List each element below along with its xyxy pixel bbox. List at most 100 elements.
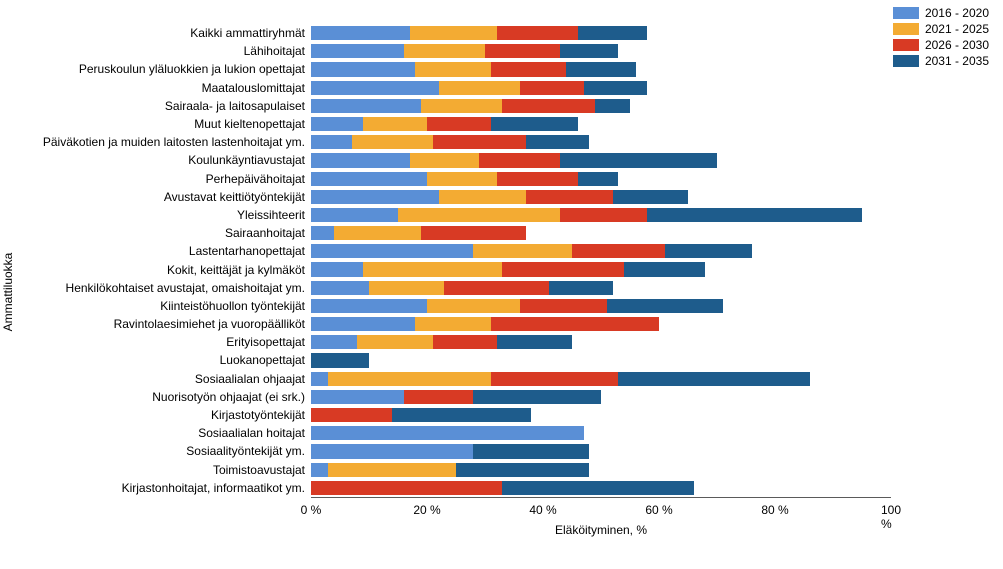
bar-segment [473, 390, 601, 404]
bar-segment [352, 135, 433, 149]
bar-row: Kirjastonhoitajat, informaatikot ym. [0, 479, 1003, 497]
bar-segment [369, 281, 444, 295]
bar-segment [491, 372, 619, 386]
bar-segment [415, 62, 490, 76]
bar-segment [502, 481, 693, 495]
bar-row: Kaikki ammattiryhmät [0, 24, 1003, 42]
bar-row: Kirjastotyöntekijät [0, 406, 1003, 424]
category-label: Sairaala- ja laitosapulaiset [0, 99, 311, 113]
category-label: Kokit, keittäjät ja kylmäköt [0, 263, 311, 277]
bar-segment [311, 262, 363, 276]
bar-track [311, 297, 891, 315]
category-label: Sairaanhoitajat [0, 226, 311, 240]
bar-segment [560, 44, 618, 58]
bar-segment [427, 172, 497, 186]
category-label: Koulunkäyntiavustajat [0, 153, 311, 167]
bar-segment [410, 153, 480, 167]
bar-track [311, 170, 891, 188]
bar-segment [526, 135, 590, 149]
bar-segment [311, 44, 404, 58]
bar-segment [311, 390, 404, 404]
bar-segment [526, 190, 613, 204]
bar-segment [392, 408, 531, 422]
bar-row: Sosiaalityöntekijät ym. [0, 442, 1003, 460]
bar-segment [311, 299, 427, 313]
bar-segment [560, 208, 647, 222]
bar-row: Muut kieltenopettajat [0, 115, 1003, 133]
bar-segment [433, 335, 497, 349]
category-label: Yleissihteerit [0, 208, 311, 222]
bar-segment [444, 281, 548, 295]
bar-segment [311, 463, 328, 477]
bar-segment [566, 62, 636, 76]
bar-row: Erityisopettajat [0, 333, 1003, 351]
bar-segment [334, 226, 421, 240]
bar-segment [473, 444, 589, 458]
bar-row: Ravintolaesimiehet ja vuoropäälliköt [0, 315, 1003, 333]
bar-segment [311, 190, 439, 204]
bar-segment [497, 26, 578, 40]
category-label: Kiinteistöhuollon työntekijät [0, 299, 311, 313]
category-label: Perhepäivähoitajat [0, 172, 311, 186]
bar-segment [311, 444, 473, 458]
bar-segment [584, 81, 648, 95]
bar-segment [421, 99, 502, 113]
legend-item: 2016 - 2020 [893, 6, 989, 20]
bar-row: Sosiaalialan hoitajat [0, 424, 1003, 442]
bar-segment [311, 208, 398, 222]
bar-row: Koulunkäyntiavustajat [0, 151, 1003, 169]
bar-row: Peruskoulun yläluokkien ja lukion opetta… [0, 60, 1003, 78]
bar-track [311, 188, 891, 206]
bar-segment [311, 481, 502, 495]
category-label: Nuorisotyön ohjaajat (ei srk.) [0, 390, 311, 404]
bar-segment [311, 426, 584, 440]
bar-row: Perhepäivähoitajat [0, 170, 1003, 188]
bar-segment [491, 62, 566, 76]
bar-segment [491, 317, 659, 331]
bar-segment [595, 99, 630, 113]
bar-segment [328, 463, 456, 477]
bar-row: Sosiaalialan ohjaajat [0, 370, 1003, 388]
category-label: Toimistoavustajat [0, 463, 311, 477]
bar-segment [624, 262, 705, 276]
bar-track [311, 151, 891, 169]
bar-segment [311, 99, 421, 113]
category-label: Sosiaalityöntekijät ym. [0, 444, 311, 458]
bar-track [311, 133, 891, 151]
bar-track [311, 60, 891, 78]
bar-track [311, 479, 891, 497]
bar-track [311, 315, 891, 333]
bar-segment [665, 244, 752, 258]
bar-track [311, 442, 891, 460]
bar-row: Sairaanhoitajat [0, 224, 1003, 242]
bar-segment [572, 244, 665, 258]
bar-segment [502, 99, 595, 113]
bar-row: Yleissihteerit [0, 206, 1003, 224]
retirement-stacked-bar-chart: 2016 - 20202021 - 20252026 - 20302031 - … [0, 0, 1003, 569]
x-axis-line [311, 497, 891, 498]
bar-segment [427, 117, 491, 131]
category-label: Päiväkotien ja muiden laitosten lastenho… [0, 135, 311, 149]
bar-segment [404, 390, 474, 404]
bar-segment [473, 244, 572, 258]
bar-segment [618, 372, 809, 386]
category-label: Lastentarhanopettajat [0, 244, 311, 258]
bar-segment [497, 335, 572, 349]
bar-segment [497, 172, 578, 186]
bar-segment [311, 117, 363, 131]
bar-row: Toimistoavustajat [0, 461, 1003, 479]
bar-segment [311, 408, 392, 422]
bar-segment [311, 281, 369, 295]
category-label: Luokanopettajat [0, 353, 311, 367]
bar-track [311, 24, 891, 42]
bar-segment [427, 299, 520, 313]
category-label: Henkilökohtaiset avustajat, omaishoitaja… [0, 281, 311, 295]
bar-segment [502, 262, 624, 276]
bar-segment [520, 81, 584, 95]
category-label: Avustavat keittiötyöntekijät [0, 190, 311, 204]
bar-segment [415, 317, 490, 331]
bar-track [311, 351, 891, 369]
bar-track [311, 260, 891, 278]
bar-segment [311, 81, 439, 95]
bar-row: Kiinteistöhuollon työntekijät [0, 297, 1003, 315]
